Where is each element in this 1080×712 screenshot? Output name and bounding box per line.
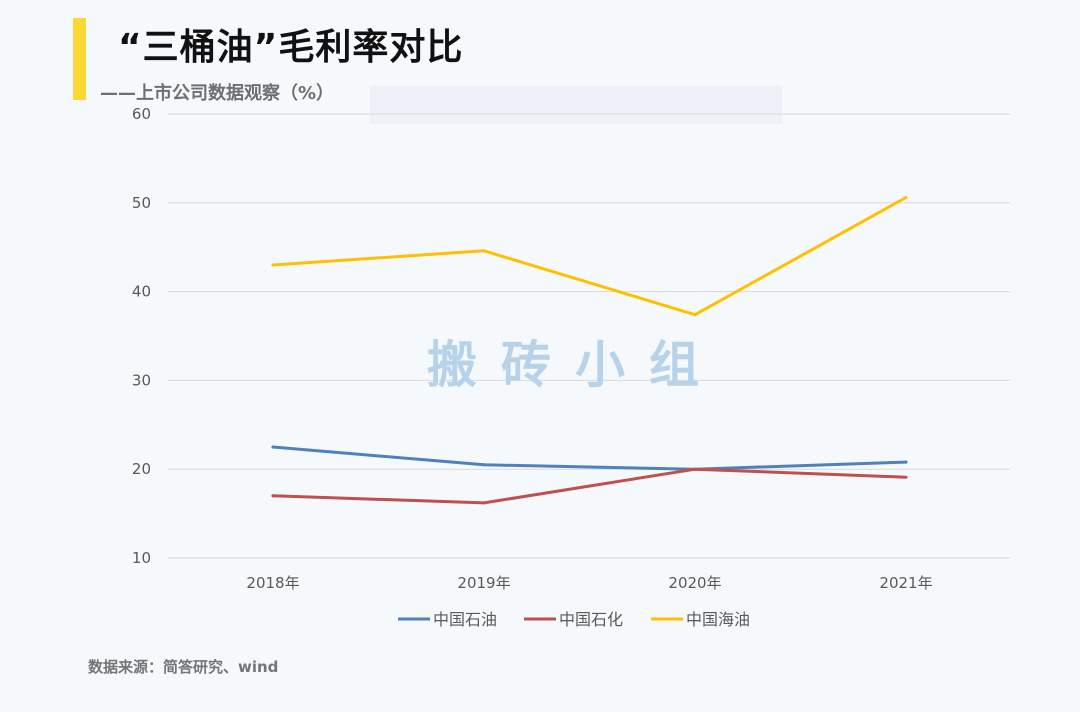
series-line-3 — [271, 196, 908, 317]
data-point — [904, 460, 908, 464]
data-source-note: 数据来源：简答研究、wind — [88, 658, 279, 676]
chart-subtitle: ——上市公司数据观察（%） — [100, 83, 335, 104]
data-point — [904, 196, 908, 199]
y-tick-label: 50 — [132, 194, 151, 212]
y-tick-label: 40 — [132, 283, 151, 301]
series-line-2 — [271, 467, 908, 505]
data-point — [271, 494, 275, 498]
x-tick-label: 2019年 — [457, 574, 510, 592]
data-point — [904, 475, 908, 479]
x-tick-label: 2021年 — [879, 574, 932, 592]
data-point — [271, 445, 275, 449]
data-point — [271, 263, 275, 267]
y-tick-label: 20 — [132, 460, 151, 478]
legend-label: 中国石化 — [559, 610, 623, 629]
data-point — [482, 501, 486, 505]
y-tick-label: 10 — [132, 549, 151, 567]
data-point — [482, 463, 486, 467]
data-point — [693, 313, 697, 317]
subtitle-band — [370, 86, 782, 124]
x-tick-label: 2020年 — [668, 574, 721, 592]
data-point — [482, 249, 486, 253]
accent-bar — [73, 18, 86, 100]
y-tick-label: 60 — [132, 105, 151, 123]
y-tick-label: 30 — [132, 371, 151, 389]
data-point — [693, 467, 697, 471]
watermark: 搬砖小组 — [427, 336, 723, 394]
x-tick-label: 2018年 — [246, 574, 299, 592]
legend-label: 中国海油 — [686, 610, 750, 629]
legend-label: 中国石油 — [433, 610, 497, 629]
chart-title: “三桶油”毛利率对比 — [118, 27, 464, 68]
series-line-1 — [271, 445, 908, 471]
